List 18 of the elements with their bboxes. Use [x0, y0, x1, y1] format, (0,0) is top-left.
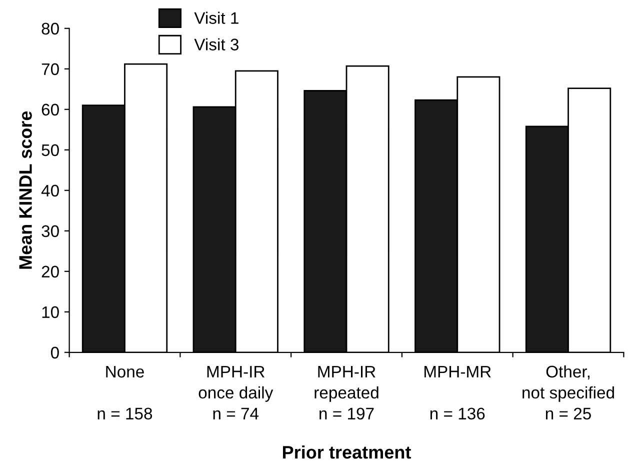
x-tick-label: MPH-IR once daily n = 74	[198, 366, 274, 420]
legend-label: Visit 1	[194, 12, 238, 24]
y-tick-label: 0	[50, 346, 59, 359]
legend-label: Visit 3	[194, 38, 238, 50]
category-label: None n = 158	[98, 366, 152, 420]
y-tick-label: 40	[41, 184, 59, 197]
y-tick-label: 10	[42, 306, 59, 318]
x-tick-label: MPH-IR repeated n = 197	[314, 366, 378, 420]
y-tick-label: 20	[42, 266, 59, 278]
y-tick-label: 70	[42, 63, 59, 76]
y-tick-label: 50	[42, 144, 59, 156]
y-tick-label: 60	[42, 104, 59, 116]
category-label: MPH-MR n = 136	[424, 366, 491, 420]
y-axis-title: Mean KINDL score	[19, 111, 32, 269]
y-tick-label: 80	[42, 22, 59, 35]
x-tick-label: Other, not specified n = 25	[522, 365, 614, 420]
y-tick-label: 30	[42, 225, 59, 238]
x-axis-title: Prior treatment	[282, 445, 411, 459]
